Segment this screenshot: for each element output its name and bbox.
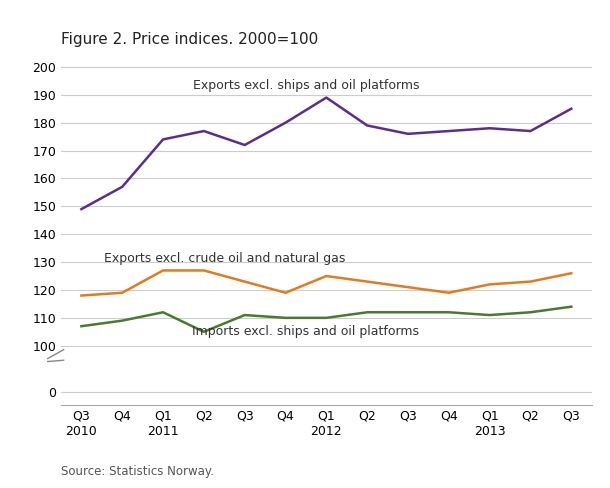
Text: Exports excl. crude oil and natural gas: Exports excl. crude oil and natural gas xyxy=(104,252,345,265)
Text: Imports excl. ships and oil platforms: Imports excl. ships and oil platforms xyxy=(192,325,420,338)
Text: Source: Statistics Norway.: Source: Statistics Norway. xyxy=(61,465,214,478)
Text: Figure 2. Price indices. 2000=100: Figure 2. Price indices. 2000=100 xyxy=(61,32,318,47)
Text: Exports excl. ships and oil platforms: Exports excl. ships and oil platforms xyxy=(193,79,419,92)
